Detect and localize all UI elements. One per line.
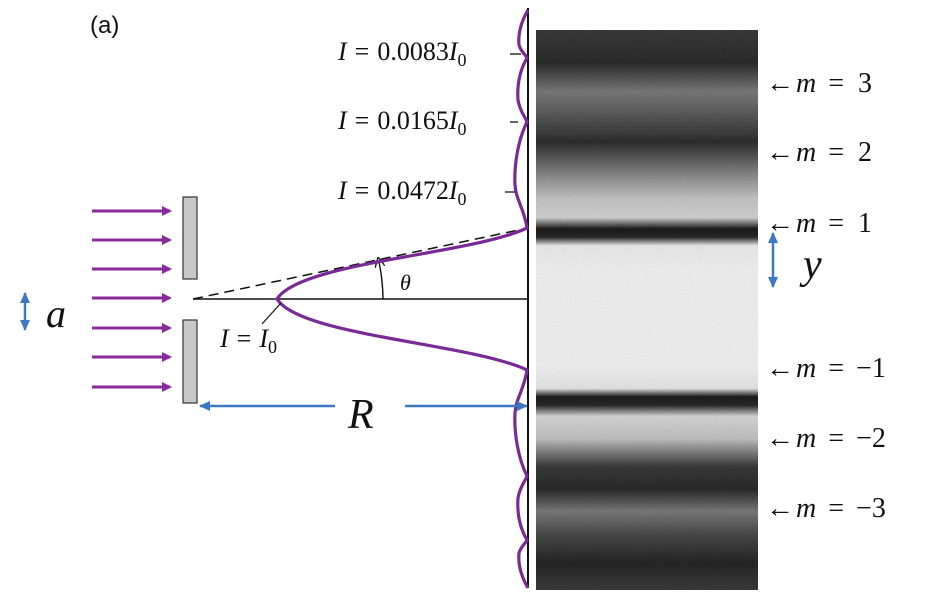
order-label-neg1: ←m = −1 (766, 353, 886, 384)
order-label-1: ←m = 1 (766, 208, 872, 239)
fringe-offset-label: y (799, 242, 822, 288)
incident-wave-arrows (92, 206, 172, 392)
slit-barrier-top (182, 196, 198, 280)
slit-barrier-bottom (182, 319, 198, 404)
theta-arc (379, 262, 383, 300)
order-labels: ←m = 3 ←m = 2 ←m = 1 ←m = −1 ←m = −2 ←m = −3 (766, 68, 886, 524)
center-intensity-label: I = I0 (219, 324, 277, 357)
panel-label: (a) (90, 12, 119, 39)
order-label-3: ←m = 3 (766, 68, 872, 99)
intensity-label-2: I = 0.0165I0 (337, 106, 467, 139)
intensity-label-1: I = 0.0472I0 (337, 176, 467, 209)
center-intensity-leader (261, 302, 282, 325)
first-minimum-ray (192, 227, 529, 300)
distance-label: R (347, 392, 374, 438)
fringe-pattern-photo (536, 30, 758, 590)
intensity-label-3: I = 0.0083I0 (337, 37, 467, 70)
intensity-curve (275, 9, 530, 589)
slit-width-label: a (46, 291, 66, 336)
order-label-neg2: ←m = −2 (766, 423, 886, 454)
order-label-neg3: ←m = −3 (766, 493, 886, 524)
theta-label: θ (400, 270, 411, 295)
intensity-labels: I = 0.0083I0 I = 0.0165I0 I = 0.0472I0 (337, 37, 467, 209)
order-label-2: ←m = 2 (766, 137, 872, 168)
